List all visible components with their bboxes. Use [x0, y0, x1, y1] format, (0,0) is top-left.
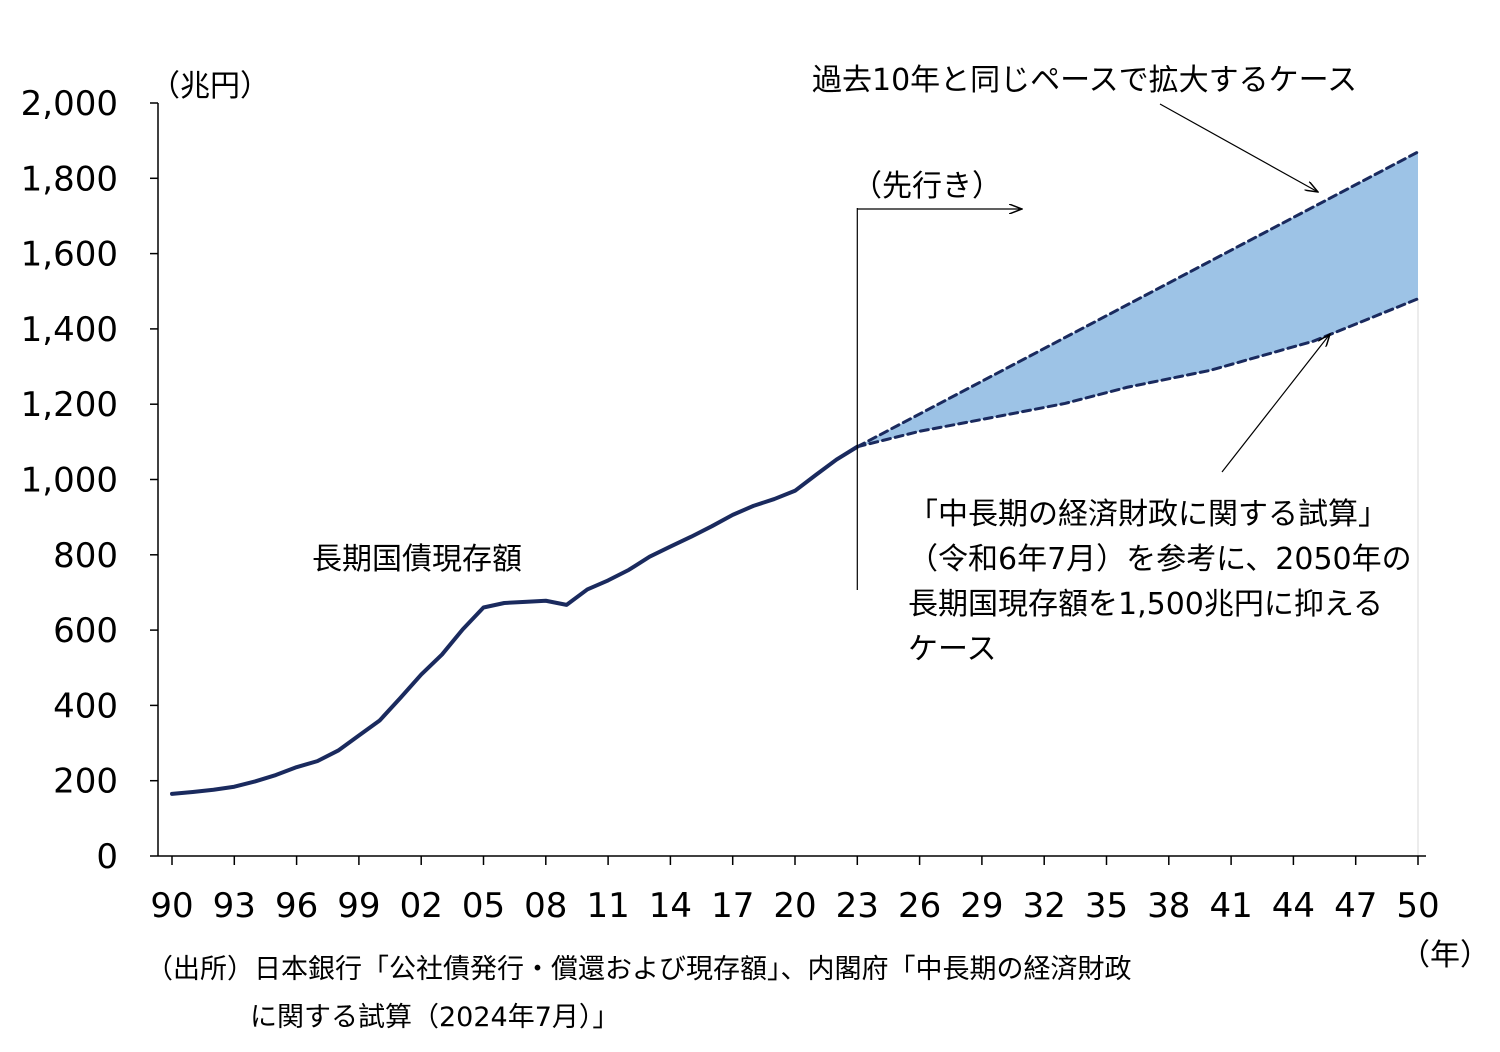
- x-tick-label: 35: [1085, 886, 1128, 926]
- x-tick-label: 11: [586, 886, 629, 926]
- x-tick-label: 44: [1272, 886, 1315, 926]
- x-tick-label: 41: [1209, 886, 1252, 926]
- x-tick-label: 08: [524, 886, 567, 926]
- x-tick-label: 38: [1147, 886, 1190, 926]
- series-line-actual: [170, 444, 860, 796]
- y-tick-label: 1,400: [21, 310, 118, 350]
- x-tick-label: 26: [898, 886, 941, 926]
- y-tick-label: 1,200: [21, 385, 118, 425]
- series-line-forecast-2: [855, 297, 1420, 449]
- upper-case-arrow: [1159, 103, 1318, 192]
- x-tick-label: 23: [836, 886, 879, 926]
- y-tick-label: 200: [53, 762, 118, 802]
- x-tick-label: 50: [1396, 886, 1439, 926]
- series-label: 長期国債現存額: [312, 542, 522, 577]
- x-tick-label: 32: [1023, 886, 1066, 926]
- x-tick-label: 14: [649, 886, 692, 926]
- y-tick-label: 1,600: [21, 235, 118, 275]
- x-tick-label: 96: [275, 886, 318, 926]
- x-tick-label: 05: [462, 886, 505, 926]
- lower-case-label-line: 長期国現存額を1,500兆円に抑える: [908, 587, 1383, 622]
- y-tick-label: 2,000: [21, 84, 118, 124]
- x-unit-label: （年）: [1400, 938, 1490, 973]
- y-tick-label: 1,000: [21, 461, 118, 501]
- x-tick-label: 99: [337, 886, 380, 926]
- lower-case-label-line: （令和6年7月）を参考に、2050年の: [908, 542, 1412, 577]
- x-tick-label: 20: [773, 886, 816, 926]
- x-tick-label: 17: [711, 886, 754, 926]
- x-tick-label: 90: [150, 886, 193, 926]
- x-tick-label: 93: [213, 886, 256, 926]
- source-line: に関する試算（2024年7月）」: [250, 1002, 619, 1033]
- source-line: （出所）日本銀行「公社債発行・償還および現存額」、内閣府「中長期の経済財政: [146, 954, 1132, 985]
- y-tick-label: 800: [53, 536, 118, 576]
- x-tick-label: 29: [960, 886, 1003, 926]
- lower-case-arrow: [1221, 334, 1330, 473]
- y-tick-label: 0: [96, 837, 118, 877]
- series-line-forecast-1: [855, 150, 1420, 449]
- lower-case-label-line: ケース: [908, 632, 997, 667]
- x-tick-label: 47: [1334, 886, 1377, 926]
- upper-case-label: 過去10年と同じペースで拡大するケース: [812, 63, 1357, 98]
- forecast-label: （先行き）: [852, 169, 1002, 204]
- y-unit-label: （兆円）: [150, 69, 270, 104]
- y-tick-label: 600: [53, 611, 118, 651]
- y-tick-label: 1,800: [21, 159, 118, 199]
- y-tick-label: 400: [53, 686, 118, 726]
- lower-case-label-line: 「中長期の経済財政に関する試算」: [908, 497, 1388, 532]
- x-tick-label: 02: [400, 886, 443, 926]
